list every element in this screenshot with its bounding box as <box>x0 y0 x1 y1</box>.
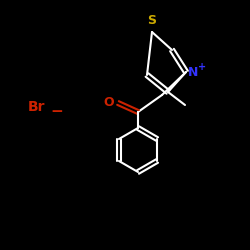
Text: O: O <box>104 96 114 110</box>
Text: −: − <box>50 104 63 118</box>
Text: S: S <box>148 14 156 27</box>
Text: Br: Br <box>28 100 46 114</box>
Text: N: N <box>188 66 198 78</box>
Text: +: + <box>198 62 206 72</box>
